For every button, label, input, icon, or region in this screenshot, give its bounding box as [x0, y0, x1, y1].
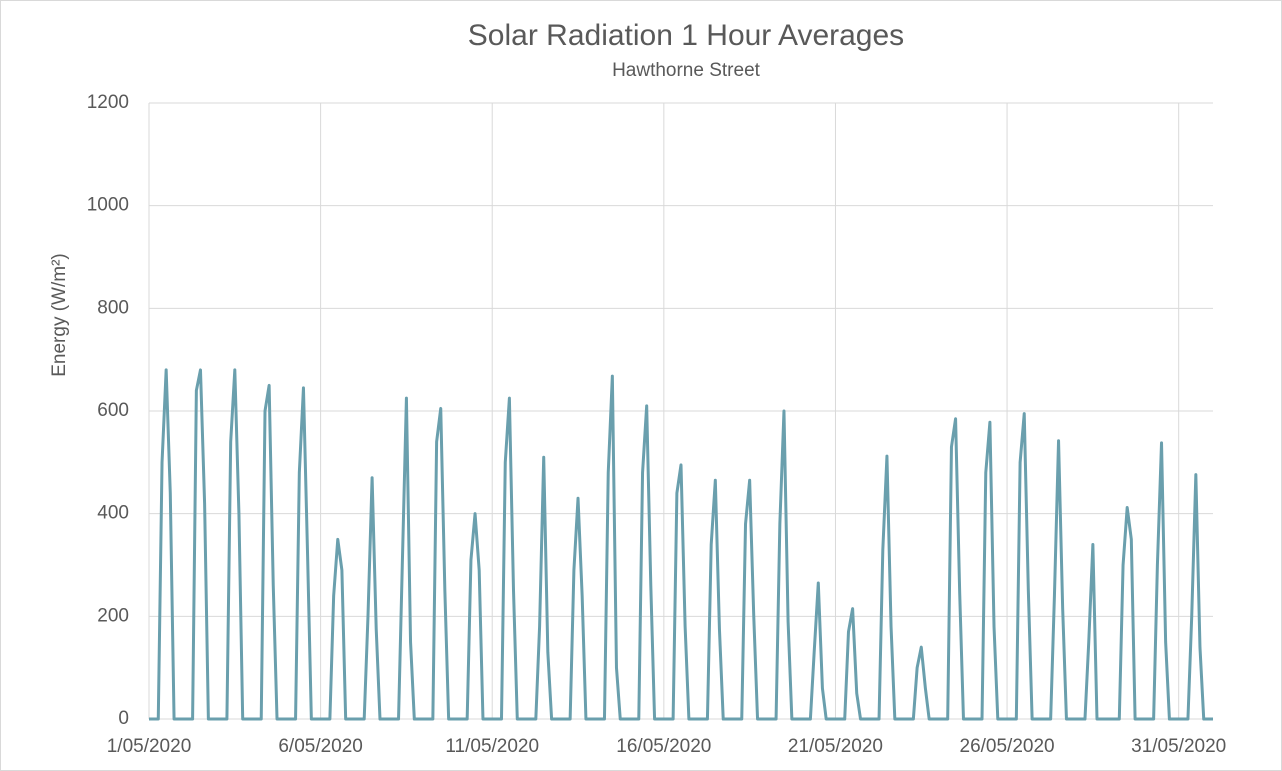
- y-tick-label: 800: [97, 297, 129, 318]
- y-tick-label: 400: [97, 503, 129, 524]
- y-tick-label: 1200: [87, 92, 129, 113]
- x-tick-label: 16/05/2020: [616, 736, 711, 757]
- chart-title: Solar Radiation 1 Hour Averages: [468, 19, 904, 52]
- x-tick-label: 21/05/2020: [788, 736, 883, 757]
- y-tick-label: 600: [97, 400, 129, 421]
- chart-subtitle: Hawthorne Street: [612, 60, 761, 81]
- x-tick-label: 31/05/2020: [1131, 736, 1226, 757]
- x-tick-label: 26/05/2020: [960, 736, 1055, 757]
- y-tick-label: 1000: [87, 195, 129, 216]
- y-tick-label: 0: [118, 708, 129, 729]
- y-tick-label: 200: [97, 605, 129, 626]
- x-tick-label: 11/05/2020: [445, 736, 539, 757]
- x-tick-label: 1/05/2020: [107, 736, 192, 757]
- x-tick-label: 6/05/2020: [278, 736, 363, 757]
- y-axis-label: Energy (W/m²): [49, 253, 70, 377]
- data-line: [149, 368, 1213, 721]
